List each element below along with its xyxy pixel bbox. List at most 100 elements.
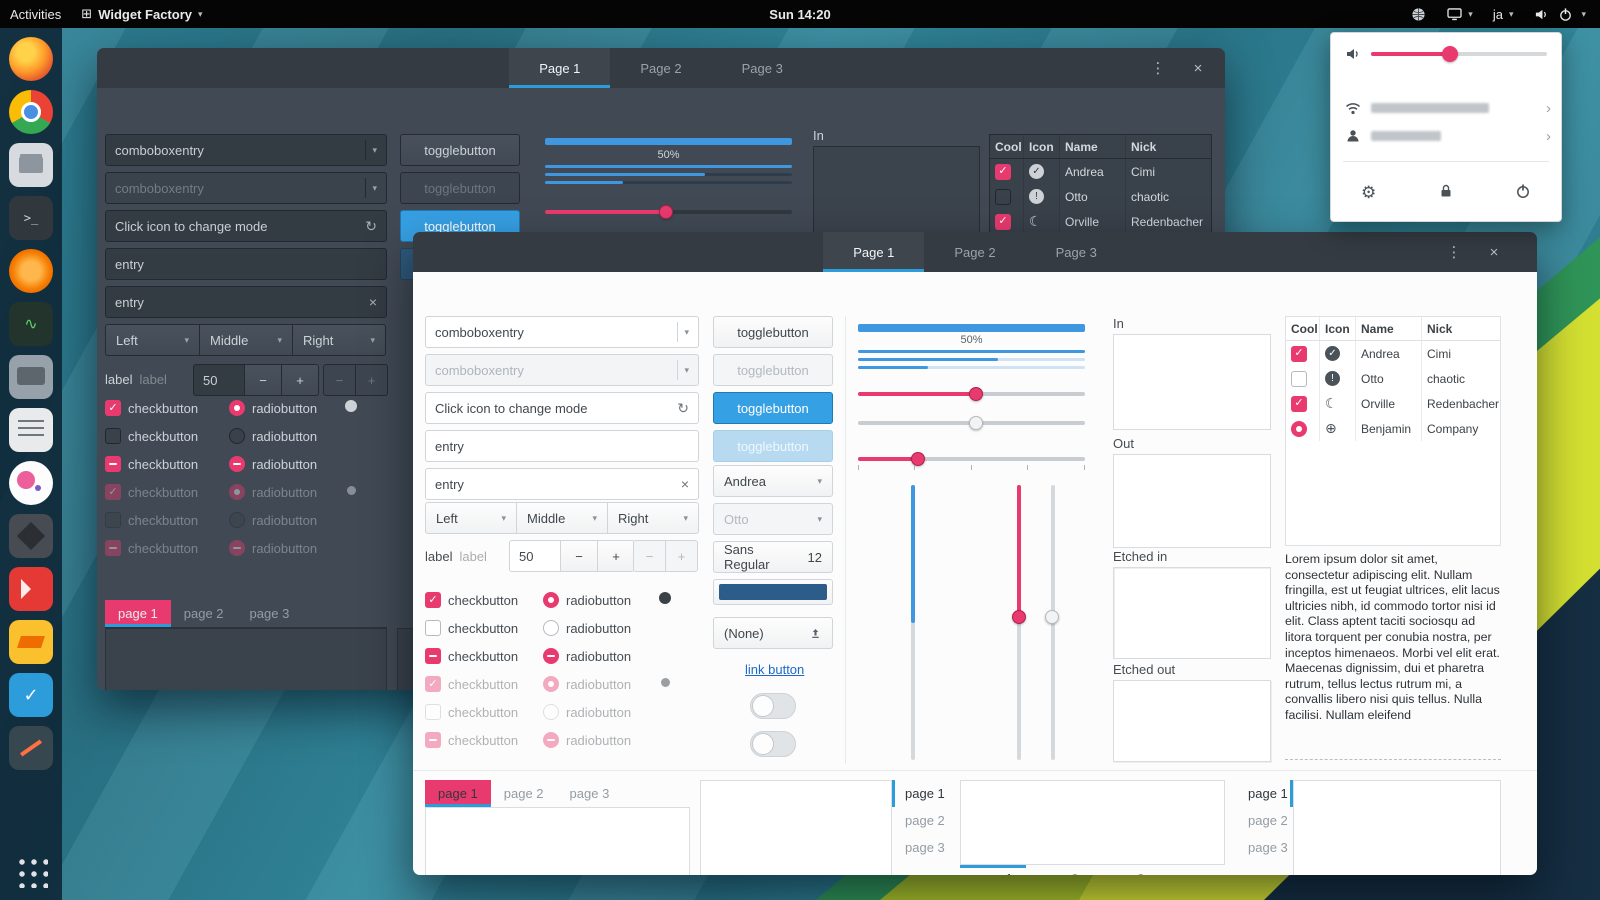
link-button[interactable]: link button — [745, 662, 805, 677]
radio-selected[interactable] — [229, 400, 245, 416]
togglebutton[interactable]: togglebutton — [713, 316, 833, 348]
dock-icon-firefox[interactable] — [9, 37, 53, 81]
left-dropdown[interactable]: Left ▾ — [425, 502, 517, 534]
menu-button[interactable]: ⋮ — [1439, 238, 1469, 266]
close-button[interactable]: × — [1479, 238, 1509, 266]
nbtab-page3[interactable]: page 3 — [569, 786, 610, 801]
col-nick[interactable]: Nick — [1427, 321, 1453, 336]
spinbutton[interactable]: 50 − + — [193, 364, 319, 396]
radio-mixed[interactable] — [543, 648, 559, 664]
combobox[interactable]: Andrea ▾ — [713, 465, 833, 497]
close-button[interactable]: × — [1183, 54, 1213, 82]
checkbutton-row[interactable]: checkbutton — [425, 646, 518, 666]
comboboxentry[interactable]: comboboxentry ▾ — [105, 134, 387, 166]
entry-clearable[interactable]: entry × — [105, 286, 387, 318]
icon-mode-entry[interactable]: Click icon to change mode ↻ — [425, 392, 699, 424]
checkbox-checked[interactable] — [1291, 395, 1307, 412]
dock-icon-camera[interactable] — [9, 249, 53, 293]
radio-selected[interactable] — [1291, 420, 1307, 437]
power-button[interactable] — [1515, 183, 1531, 204]
settings-button[interactable]: ⚙ — [1361, 183, 1376, 203]
nbtab-page3[interactable]: page 3 — [1248, 840, 1288, 855]
clock[interactable]: Sun 14:20 — [769, 6, 831, 22]
checkbox-checked[interactable] — [1291, 345, 1307, 362]
dock-icon-media[interactable] — [9, 567, 53, 611]
checkbutton-row[interactable]: checkbutton — [105, 454, 198, 474]
spinbutton[interactable]: 50 − + — [509, 540, 635, 572]
checkbox-unchecked[interactable] — [995, 188, 1011, 205]
col-cool[interactable]: Cool — [990, 135, 1024, 158]
spin-plus-button[interactable]: + — [281, 364, 319, 396]
radiobutton-row[interactable]: radiobutton — [229, 426, 317, 446]
spin-minus-button[interactable]: − — [560, 540, 598, 572]
treeview-header[interactable]: Cool Icon Name Nick — [1286, 317, 1500, 341]
textview[interactable]: Lorem ipsum dolor sit amet, consectetur … — [1285, 552, 1501, 760]
checkbox-checked[interactable] — [995, 213, 1011, 230]
table-row[interactable]: ⊕ Benjamin Company — [1286, 416, 1500, 441]
col-icon[interactable]: Icon — [1024, 135, 1060, 158]
radio-unselected[interactable] — [543, 620, 559, 636]
wifi-row[interactable]: › — [1345, 95, 1551, 121]
spin-minus-button[interactable]: − — [244, 364, 282, 396]
radiobutton-row[interactable]: radiobutton — [229, 398, 317, 418]
right-dropdown[interactable]: Right ▾ — [292, 324, 386, 356]
checkbox-unchecked[interactable] — [105, 428, 121, 444]
checkbox-unchecked[interactable] — [1291, 370, 1307, 387]
table-row[interactable]: ✓ Andrea Cimi — [990, 159, 1211, 184]
col-name[interactable]: Name — [1060, 135, 1126, 158]
dock-icon-inkscape[interactable] — [9, 514, 53, 558]
nbtab-page1[interactable]: page 1 — [425, 780, 491, 807]
nbtab-page2[interactable]: page 2 — [183, 606, 224, 621]
dock-icon-files[interactable] — [9, 143, 53, 187]
file-chooser-button[interactable]: (None) — [713, 617, 833, 649]
scale-handle[interactable] — [911, 452, 925, 466]
font-button[interactable]: Sans Regular 12 — [713, 541, 833, 573]
checkbox-checked[interactable] — [995, 163, 1011, 180]
nbtab-page2[interactable]: page 2 — [1026, 865, 1092, 875]
vscale-handle[interactable] — [1012, 610, 1026, 624]
checkbox-mixed[interactable] — [105, 456, 121, 472]
dock-icon-photos[interactable] — [9, 620, 53, 664]
tab-page3[interactable]: Page 3 — [1055, 244, 1097, 260]
refresh-icon[interactable]: ↻ — [677, 399, 689, 416]
scale-handle[interactable] — [659, 205, 673, 219]
scale-track-marks[interactable] — [858, 457, 1085, 461]
dock-icon-chrome[interactable] — [9, 90, 53, 134]
chevron-down-icon[interactable]: ▾ — [372, 144, 377, 155]
switch-knob[interactable] — [752, 695, 774, 717]
checkbox-checked[interactable] — [105, 400, 121, 416]
treeview-header[interactable]: Cool Icon Name Nick — [990, 135, 1211, 159]
middle-dropdown[interactable]: Middle ▾ — [516, 502, 608, 534]
checkbutton-row[interactable]: checkbutton — [105, 426, 198, 446]
dock-icon-draw[interactable] — [9, 726, 53, 770]
switch[interactable] — [750, 731, 796, 757]
radio-mixed[interactable] — [229, 456, 245, 472]
entry-clearable[interactable]: entry × — [425, 468, 699, 500]
tab-page1[interactable]: Page 1 — [823, 232, 925, 272]
dock-icon-text-editor[interactable] — [9, 408, 53, 452]
tab-page1[interactable]: Page 1 — [509, 48, 611, 88]
checkbox-checked[interactable] — [425, 592, 441, 608]
nbtab-page3[interactable]: page 3 — [1092, 865, 1158, 875]
status-indicator[interactable] — [1400, 0, 1436, 28]
tab-page3[interactable]: Page 3 — [741, 60, 783, 76]
system-status-menu[interactable]: ▾ — [1523, 0, 1596, 28]
checkbox-mixed[interactable] — [425, 648, 441, 664]
nbtab-page2[interactable]: page 2 — [905, 813, 945, 828]
togglebutton[interactable]: togglebutton — [400, 134, 520, 166]
radio-unselected[interactable] — [229, 428, 245, 444]
spin-value[interactable]: 50 — [193, 364, 245, 396]
clear-icon[interactable]: × — [680, 476, 689, 492]
radiobutton-row[interactable]: radiobutton — [543, 590, 631, 610]
table-row[interactable]: ✓ Andrea Cimi — [1286, 341, 1500, 366]
radiobutton-row[interactable]: radiobutton — [229, 454, 317, 474]
menu-button[interactable]: ⋮ — [1143, 54, 1173, 82]
radio-selected[interactable] — [543, 592, 559, 608]
chevron-down-icon[interactable]: ▾ — [684, 326, 689, 337]
dock-icon-system-monitor[interactable]: ∿ — [9, 302, 53, 346]
radiobutton-row[interactable]: radiobutton — [543, 646, 631, 666]
volume-track[interactable] — [1371, 52, 1547, 56]
nbtab-page2[interactable]: page 2 — [503, 786, 544, 801]
widget-factory-window-front[interactable]: Page 1 Page 2 Page 3 ⋮ × comboboxentry ▾… — [413, 232, 1537, 875]
dock-icon-palette[interactable] — [9, 461, 53, 505]
